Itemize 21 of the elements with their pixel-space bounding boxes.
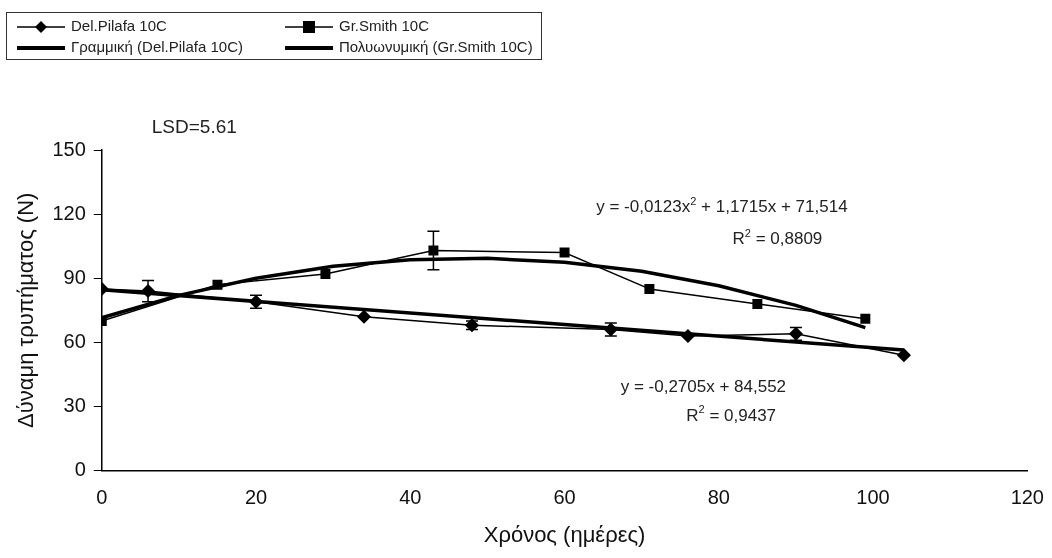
y-axis-title: Δύναμη τρυπήματος (N)	[13, 192, 39, 428]
x-axis-title: Χρόνος (ημέρες)	[483, 521, 646, 547]
legend-label: Del.Pilafa 10C	[71, 17, 167, 34]
text: LSD=5.61	[151, 116, 237, 138]
x-tick-label: 20	[244, 486, 268, 509]
x-tick-label: 100	[856, 486, 890, 509]
y-tick-label: 120	[52, 201, 86, 224]
annotation: y = -0,2705x + 84,552	[620, 376, 787, 396]
x-tick-label: 80	[707, 486, 730, 509]
y-tick-label: 150	[52, 137, 86, 160]
legend-label: Πολυωνυμική (Gr.Smith 10C)	[338, 38, 533, 56]
x-tick-label: 120	[1010, 486, 1044, 509]
y-tick-label: 90	[63, 265, 86, 288]
legend-label: Γραμμική (Del.Pilafa 10C)	[71, 38, 243, 56]
x-tick-label: 40	[399, 486, 422, 509]
y-tick-label: 60	[63, 329, 86, 352]
y-tick-label: 0	[74, 458, 86, 481]
x-tick-label: 0	[96, 486, 108, 509]
legend-label: Gr.Smith 10C	[338, 17, 429, 34]
x-tick-label: 60	[553, 486, 576, 509]
y-tick-label: 30	[63, 394, 86, 416]
